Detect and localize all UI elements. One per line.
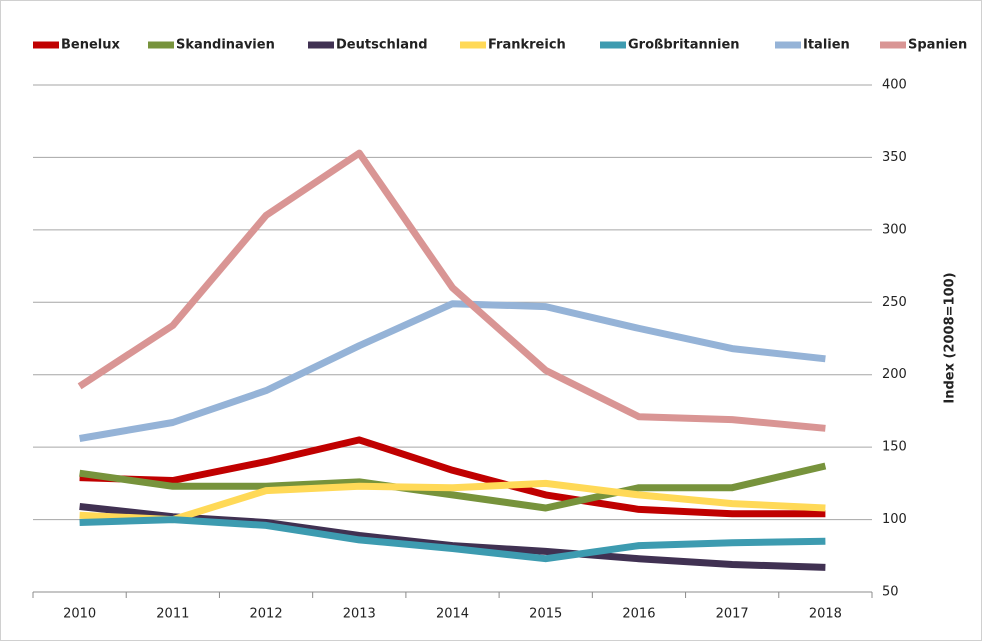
series-line [79,462,827,512]
series-line [79,516,826,563]
legend-label: Skandinavien [176,38,275,53]
x-tick-label: 2014 [436,607,469,622]
y-tick-label: 350 [882,150,907,165]
y-tick-label: 400 [882,78,907,93]
series-line [79,300,826,442]
y-tick-label: 150 [882,440,907,455]
x-tick-label: 2017 [716,607,749,622]
x-tick-label: 2013 [343,607,376,622]
legend-label: Deutschland [336,38,428,53]
x-tick-label: 2015 [529,607,562,622]
x-tick-label: 2012 [250,607,283,622]
y-tick-label: 100 [882,512,907,527]
legend-label: Spanien [908,38,967,53]
series-line [79,436,826,518]
series-line [77,149,826,432]
x-tick-label: 2011 [156,607,189,622]
series-line [79,479,826,524]
x-tick-label: 2016 [622,607,655,622]
y-axis-label: Index (2008=100) [943,272,958,403]
legend-label: Frankreich [488,38,566,53]
y-tick-label: 200 [882,367,907,382]
x-tick-label: 2018 [809,607,842,622]
legend-label: Italien [803,38,850,53]
y-tick-label: 300 [882,222,907,237]
y-tick-label: 50 [882,585,899,600]
y-tick-label: 250 [882,295,907,310]
legend-label: Benelux [61,38,121,53]
x-tick-label: 2010 [63,607,96,622]
legend-label: Großbritannien [628,38,740,53]
